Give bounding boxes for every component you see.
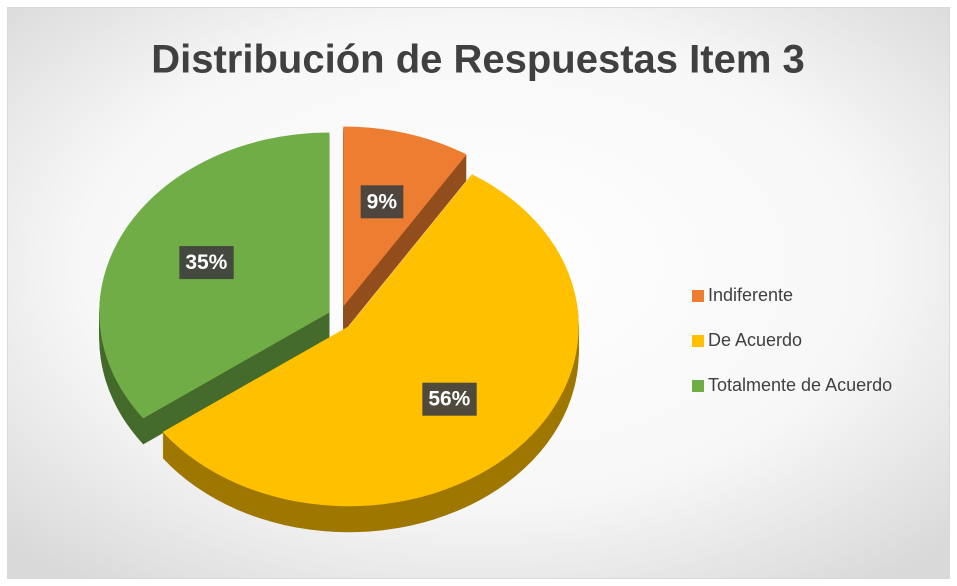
legend-swatch: [692, 335, 704, 347]
data-label-box: [422, 382, 477, 416]
legend-swatch: [692, 380, 704, 392]
data-label: 56%: [428, 388, 470, 411]
legend-label: Totalmente de Acuerdo: [708, 375, 892, 395]
legend-label: Indiferente: [708, 285, 793, 305]
data-label-box: [360, 185, 404, 219]
slice-top: [162, 174, 579, 507]
data-label-box: [179, 246, 234, 280]
pie-slice: [343, 126, 467, 333]
legend-swatch: [692, 290, 704, 302]
slice-top: [343, 126, 467, 307]
data-label: 35%: [185, 251, 227, 274]
data-label: 9%: [367, 190, 398, 213]
chart-title: Distribución de Respuestas Item 3: [151, 38, 805, 82]
pie-slice: [162, 174, 579, 533]
legend-label: De Acuerdo: [708, 330, 802, 350]
